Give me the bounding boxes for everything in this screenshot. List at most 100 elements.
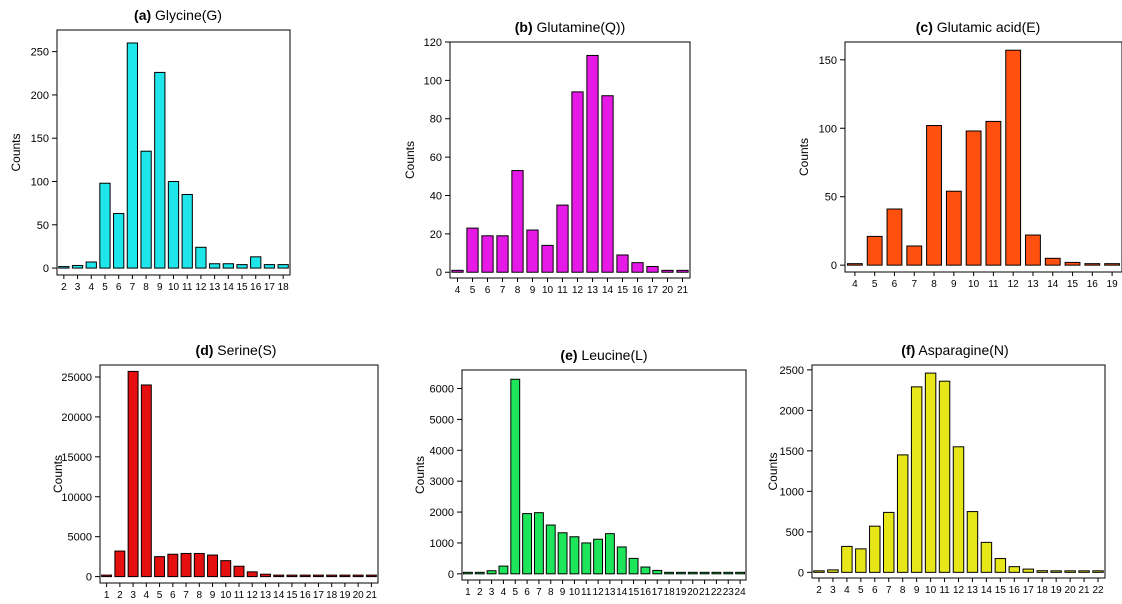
bar-20 bbox=[661, 269, 674, 273]
x-tick-label: 16 bbox=[640, 587, 652, 598]
x-tick-label: 4 bbox=[844, 585, 850, 596]
bar-12 bbox=[593, 538, 604, 575]
x-tick-label: 9 bbox=[951, 279, 957, 290]
bar-14 bbox=[601, 95, 614, 273]
x-tick-label: 18 bbox=[1037, 585, 1049, 596]
x-tick-label: 5 bbox=[858, 585, 864, 596]
chart-panel-b: (b) Glutamine(Q)) Counts 0 20 40 60 80 100 120 4 5… bbox=[403, 19, 691, 296]
bar-4 bbox=[846, 263, 863, 266]
bar-9 bbox=[207, 554, 218, 578]
bar-7 bbox=[906, 245, 923, 266]
bar-5 bbox=[855, 548, 867, 573]
x-tick-label: 18 bbox=[278, 282, 290, 293]
y-tick-label: 2500 bbox=[780, 365, 804, 377]
x-tick-label: 9 bbox=[530, 285, 536, 296]
title-name: Serine(S) bbox=[213, 342, 276, 358]
x-tick-label: 7 bbox=[911, 279, 917, 290]
bar-9 bbox=[526, 229, 539, 273]
chart-title: (e) Leucine(L) bbox=[560, 347, 647, 363]
bar-15 bbox=[994, 558, 1007, 573]
y-tick-label: 15000 bbox=[61, 452, 92, 464]
x-tick-label: 16 bbox=[250, 282, 262, 293]
y-axis-label: Counts bbox=[9, 133, 23, 171]
chart-panel-c: (c) Glutamic acid(E) Counts 0 50 100 150 4 5 6 7 8… bbox=[797, 19, 1122, 290]
chart-title: (d) Serine(S) bbox=[196, 342, 277, 358]
bar-24 bbox=[735, 571, 746, 575]
bar-2 bbox=[58, 266, 70, 269]
bar-12 bbox=[246, 571, 258, 578]
x-tick-label: 12 bbox=[572, 285, 584, 296]
x-tick-label: 8 bbox=[197, 590, 203, 601]
bar-13 bbox=[1025, 234, 1041, 266]
bar-5 bbox=[510, 378, 521, 575]
bar-21 bbox=[676, 269, 689, 273]
x-tick-label: 1 bbox=[465, 587, 471, 598]
x-tick-label: 11 bbox=[581, 587, 592, 598]
bar-9 bbox=[945, 190, 962, 266]
x-tick-label: 20 bbox=[1065, 585, 1077, 596]
bar-21 bbox=[699, 571, 710, 575]
y-tick-label: 2000 bbox=[430, 507, 454, 519]
bar-19 bbox=[1104, 263, 1121, 266]
bar-20 bbox=[1064, 570, 1076, 573]
x-tick-label: 3 bbox=[830, 585, 836, 596]
y-tick-label: 5000 bbox=[430, 414, 454, 426]
title-name: Glutamine(Q)) bbox=[533, 19, 626, 35]
bar-16 bbox=[631, 262, 644, 273]
x-tick-label: 21 bbox=[366, 590, 378, 601]
y-axis-label: Counts bbox=[797, 138, 811, 176]
y-tick-label: 60 bbox=[430, 152, 442, 164]
x-tick-label: 12 bbox=[953, 585, 965, 596]
x-tick-label: 2 bbox=[61, 282, 67, 293]
bar-6 bbox=[167, 553, 179, 578]
y-tick-label: 250 bbox=[31, 47, 49, 59]
x-tick-label: 14 bbox=[981, 585, 993, 596]
x-tick-label: 11 bbox=[182, 282, 193, 293]
bar-11 bbox=[556, 204, 569, 273]
x-tick-label: 3 bbox=[130, 590, 136, 601]
bar-3 bbox=[827, 569, 839, 573]
y-tick-label: 80 bbox=[430, 114, 442, 126]
x-tick-label: 6 bbox=[524, 587, 530, 598]
y-tick-label: 1000 bbox=[780, 486, 804, 498]
bar-13 bbox=[586, 54, 599, 273]
title-letter: (c) bbox=[916, 19, 933, 35]
x-tick-label: 11 bbox=[939, 585, 950, 596]
bar-15 bbox=[1064, 261, 1081, 266]
x-tick-label: 13 bbox=[604, 587, 616, 598]
x-tick-label: 20 bbox=[353, 590, 365, 601]
bar-15 bbox=[286, 574, 298, 578]
x-tick-label: 17 bbox=[647, 285, 659, 296]
x-tick-label: 4 bbox=[144, 590, 150, 601]
plot-frame bbox=[449, 41, 691, 279]
chart-title: (c) Glutamic acid(E) bbox=[916, 19, 1040, 35]
bar-17 bbox=[646, 265, 659, 273]
bar-6 bbox=[481, 235, 494, 273]
bar-20 bbox=[352, 574, 364, 578]
bar-11 bbox=[181, 193, 193, 269]
bar-17 bbox=[263, 264, 276, 269]
y-tick-label: 100 bbox=[424, 75, 442, 87]
y-tick-label: 20000 bbox=[61, 412, 92, 424]
x-tick-label: 4 bbox=[88, 282, 94, 293]
bar-22 bbox=[1092, 570, 1104, 573]
bar-15 bbox=[628, 557, 639, 575]
bar-19 bbox=[339, 574, 351, 578]
bar-14 bbox=[616, 546, 627, 575]
bar-23 bbox=[723, 571, 734, 575]
x-tick-label: 14 bbox=[602, 285, 614, 296]
plot-frame bbox=[56, 29, 291, 276]
bar-12 bbox=[571, 91, 584, 273]
y-tick-label: 50 bbox=[37, 220, 49, 232]
x-tick-label: 8 bbox=[900, 585, 906, 596]
x-tick-label: 12 bbox=[247, 590, 259, 601]
bar-6 bbox=[522, 513, 533, 575]
chart-panel-a: (a) Glycine(G) Counts 0 50 100 150 200 250 2 3 4 5 6… bbox=[9, 7, 291, 293]
bar-5 bbox=[154, 556, 166, 578]
title-letter: (b) bbox=[515, 19, 533, 35]
bar-11 bbox=[233, 565, 245, 578]
bar-16 bbox=[299, 574, 311, 578]
x-tick-label: 5 bbox=[470, 285, 476, 296]
x-tick-label: 3 bbox=[75, 282, 81, 293]
